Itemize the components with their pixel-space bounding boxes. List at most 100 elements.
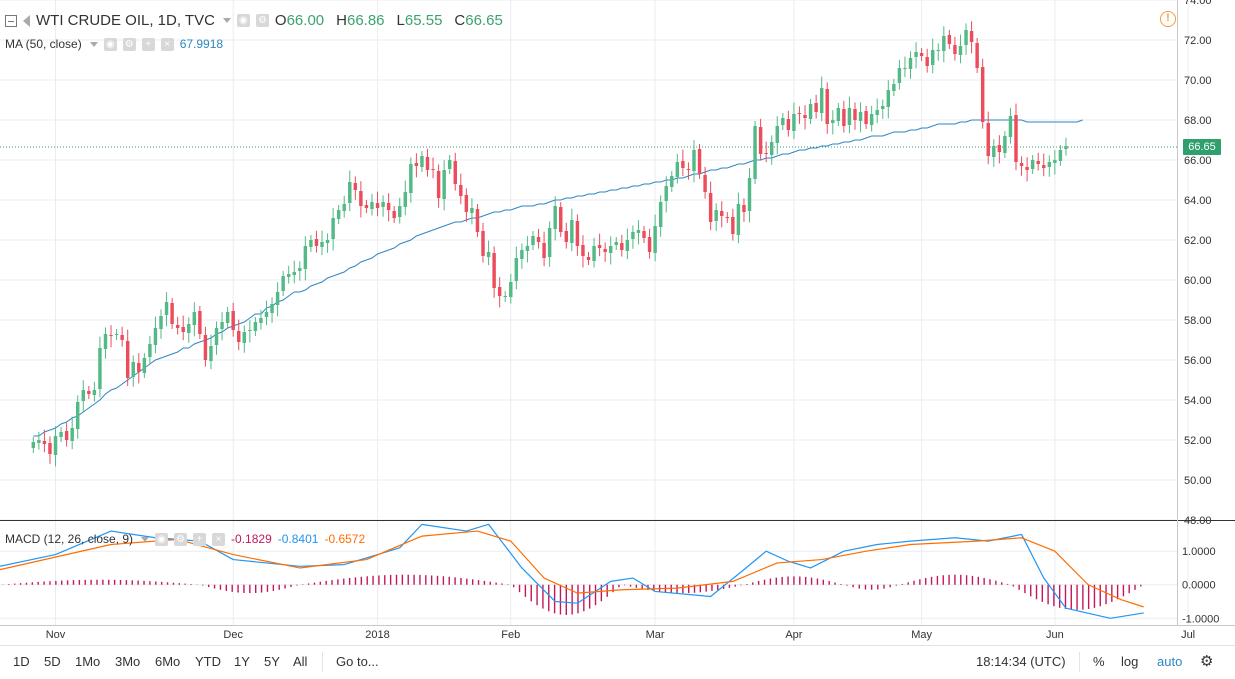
candle-body bbox=[453, 161, 457, 184]
range-5y-button[interactable]: 5Y bbox=[264, 654, 280, 669]
candle-body bbox=[98, 348, 102, 389]
candle-body bbox=[1042, 165, 1046, 168]
candle-body bbox=[1019, 163, 1024, 166]
macd-signal-value: -0.6572 bbox=[324, 532, 366, 546]
range-1mo-button[interactable]: 1Mo bbox=[75, 654, 101, 669]
gear-icon[interactable]: ⚙ bbox=[1200, 653, 1214, 670]
price-tick-label: 72.00 bbox=[1184, 35, 1212, 47]
price-tick-label: 70.00 bbox=[1184, 75, 1212, 87]
candle-body bbox=[625, 240, 630, 251]
candle-body bbox=[603, 249, 607, 252]
candle-body bbox=[958, 46, 963, 55]
candle-body bbox=[286, 274, 291, 277]
candle-body bbox=[536, 237, 541, 242]
candle-body bbox=[747, 178, 752, 211]
range-all-button[interactable]: All bbox=[293, 654, 308, 669]
candle-body bbox=[714, 210, 718, 221]
candle-body bbox=[919, 53, 924, 56]
flag-icon[interactable] bbox=[23, 14, 30, 27]
candle-body bbox=[175, 325, 180, 328]
candle-body bbox=[992, 146, 996, 157]
candle-body bbox=[348, 182, 352, 203]
close-icon[interactable]: × bbox=[160, 37, 174, 51]
settings-icon[interactable]: ⚙ bbox=[255, 14, 269, 27]
candle-body bbox=[370, 202, 374, 209]
candle-body bbox=[103, 334, 108, 349]
candle-body bbox=[398, 206, 402, 217]
add-icon[interactable]: + bbox=[141, 37, 155, 51]
macd-pane bbox=[0, 523, 1144, 619]
log-toggle[interactable]: log bbox=[1121, 654, 1139, 669]
chevron-down-icon[interactable] bbox=[89, 41, 98, 47]
toolbar-divider bbox=[322, 652, 323, 672]
candle-body bbox=[486, 252, 491, 257]
goto-button[interactable]: Go to... bbox=[336, 654, 379, 669]
collapse-icon[interactable] bbox=[5, 14, 17, 27]
eye-icon[interactable]: ◉ bbox=[236, 14, 250, 27]
candle-body bbox=[209, 346, 213, 361]
candle-body bbox=[736, 204, 741, 235]
candle-body bbox=[969, 31, 974, 42]
range-1d-button[interactable]: 1D bbox=[13, 654, 30, 669]
candle-body bbox=[392, 211, 396, 218]
candle-body bbox=[242, 332, 247, 343]
candle-body bbox=[525, 246, 530, 251]
candle-body bbox=[153, 328, 158, 345]
candle-body bbox=[592, 246, 596, 261]
candle-body bbox=[692, 150, 696, 171]
candle-body bbox=[720, 211, 724, 216]
candle-body bbox=[187, 324, 191, 333]
candle-body bbox=[459, 185, 463, 196]
macd-label: MACD (12, 26, close, 9) bbox=[5, 532, 134, 546]
candle-body bbox=[825, 89, 829, 124]
auto-toggle[interactable]: auto bbox=[1157, 654, 1183, 669]
candle-body bbox=[264, 312, 269, 317]
candle-body bbox=[497, 287, 502, 296]
candle-body bbox=[553, 206, 557, 229]
settings-icon[interactable]: ⚙ bbox=[174, 532, 188, 546]
chevron-down-icon[interactable] bbox=[141, 536, 150, 542]
last-price-tag: 66.65 bbox=[1183, 139, 1221, 155]
candle-body bbox=[1025, 167, 1029, 170]
high-label: H bbox=[336, 12, 347, 29]
candle-body bbox=[636, 230, 641, 233]
candle-body bbox=[858, 112, 863, 121]
close-icon[interactable]: × bbox=[212, 532, 226, 546]
chevron-down-icon[interactable] bbox=[222, 18, 231, 23]
chart-canvas[interactable]: 48.0050.0052.0054.0056.0058.0060.0062.00… bbox=[0, 0, 1235, 645]
candle-body bbox=[131, 362, 135, 377]
range-1y-button[interactable]: 1Y bbox=[234, 654, 250, 669]
candle-body bbox=[930, 50, 935, 65]
range-6mo-button[interactable]: 6Mo bbox=[155, 654, 181, 669]
add-icon[interactable]: + bbox=[193, 532, 207, 546]
candle-body bbox=[703, 175, 707, 192]
eye-icon[interactable]: ◉ bbox=[155, 532, 169, 546]
settings-icon[interactable]: ⚙ bbox=[122, 37, 136, 51]
candle-body bbox=[303, 246, 308, 269]
candle-body bbox=[964, 30, 968, 45]
candle-body bbox=[170, 303, 174, 324]
range-3mo-button[interactable]: 3Mo bbox=[115, 654, 141, 669]
range-5d-button[interactable]: 5D bbox=[44, 654, 61, 669]
candle-body bbox=[620, 243, 624, 250]
eye-icon[interactable]: ◉ bbox=[103, 37, 117, 51]
candle-body bbox=[164, 302, 169, 315]
candle-body bbox=[758, 127, 763, 154]
candle-body bbox=[137, 363, 141, 372]
percent-toggle[interactable]: % bbox=[1093, 654, 1105, 669]
price-tick-label: 74.00 bbox=[1184, 0, 1212, 7]
range-ytd-button[interactable]: YTD bbox=[195, 654, 221, 669]
candle-body bbox=[48, 443, 52, 454]
candle-body bbox=[842, 109, 846, 126]
candle-body bbox=[559, 207, 563, 232]
candle-body bbox=[670, 176, 674, 187]
low-label: L bbox=[396, 12, 405, 29]
candle-body bbox=[470, 208, 474, 213]
low-value: 65.55 bbox=[404, 12, 443, 29]
warning-icon[interactable]: ! bbox=[1160, 11, 1176, 27]
macd-tick-label: 1.0000 bbox=[1182, 546, 1216, 558]
candle-body bbox=[231, 311, 235, 330]
candle-body bbox=[731, 217, 735, 234]
candle-body bbox=[864, 111, 868, 124]
symbol-legend: WTI CRUDE OIL, 1D, TVC ◉ ⚙ O66.00 H66.86… bbox=[5, 12, 509, 29]
